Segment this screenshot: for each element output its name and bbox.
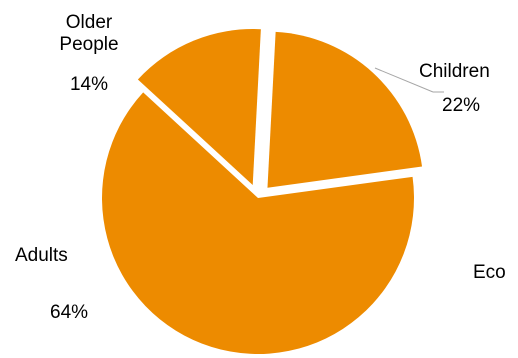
- stray-text-eco: Eco: [473, 262, 506, 283]
- pie-slice-older-people: [137, 29, 261, 186]
- leader-line-children: [374, 67, 434, 93]
- label-children: Children: [419, 61, 490, 82]
- pie-slice-adults: [102, 92, 414, 354]
- value-children-suffix: %: [463, 95, 481, 116]
- pie-slice-children: [267, 31, 423, 188]
- value-adults: 64%: [50, 302, 88, 324]
- label-older-people-line-2: People: [59, 34, 119, 55]
- value-children-number: 22: [442, 95, 464, 116]
- value-adults-number: 64: [50, 302, 72, 323]
- value-older-people-number: 14: [69, 74, 92, 95]
- label-older-people: Older People: [44, 12, 134, 56]
- value-older-people: 14%: [44, 74, 134, 96]
- value-adults-suffix: %: [71, 302, 89, 323]
- label-adults: Adults: [15, 245, 68, 266]
- label-older-people-line-1: Older: [65, 12, 113, 33]
- value-older-people-suffix: %: [91, 74, 109, 95]
- value-children: 22%: [442, 95, 480, 117]
